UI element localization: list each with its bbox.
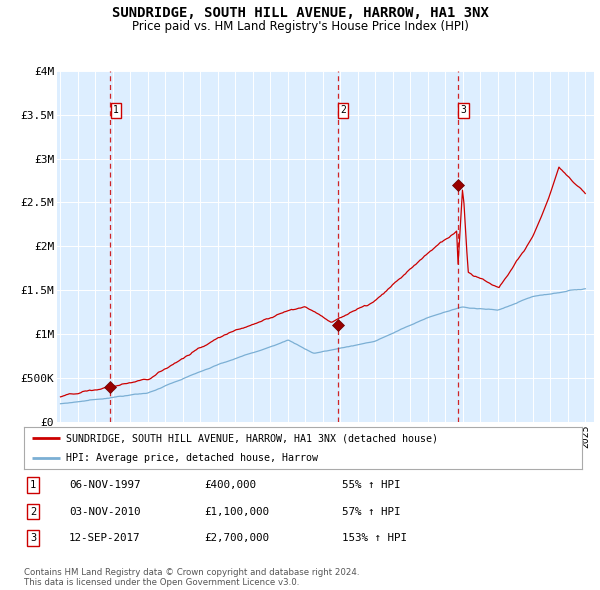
Text: 12-SEP-2017: 12-SEP-2017 [69, 533, 140, 543]
Text: £400,000: £400,000 [204, 480, 256, 490]
Text: £2,700,000: £2,700,000 [204, 533, 269, 543]
Text: 1: 1 [113, 105, 119, 115]
Text: 153% ↑ HPI: 153% ↑ HPI [342, 533, 407, 543]
Text: Contains HM Land Registry data © Crown copyright and database right 2024.: Contains HM Land Registry data © Crown c… [24, 568, 359, 577]
Text: This data is licensed under the Open Government Licence v3.0.: This data is licensed under the Open Gov… [24, 578, 299, 587]
Text: SUNDRIDGE, SOUTH HILL AVENUE, HARROW, HA1 3NX (detached house): SUNDRIDGE, SOUTH HILL AVENUE, HARROW, HA… [66, 433, 438, 443]
Text: 3: 3 [30, 533, 36, 543]
Text: 06-NOV-1997: 06-NOV-1997 [69, 480, 140, 490]
Text: 3: 3 [460, 105, 466, 115]
Text: HPI: Average price, detached house, Harrow: HPI: Average price, detached house, Harr… [66, 454, 318, 463]
Text: Price paid vs. HM Land Registry's House Price Index (HPI): Price paid vs. HM Land Registry's House … [131, 20, 469, 33]
Text: 2: 2 [340, 105, 346, 115]
Text: 2: 2 [30, 507, 36, 516]
Text: 55% ↑ HPI: 55% ↑ HPI [342, 480, 401, 490]
Text: 1: 1 [30, 480, 36, 490]
Text: 57% ↑ HPI: 57% ↑ HPI [342, 507, 401, 516]
Text: £1,100,000: £1,100,000 [204, 507, 269, 516]
Text: SUNDRIDGE, SOUTH HILL AVENUE, HARROW, HA1 3NX: SUNDRIDGE, SOUTH HILL AVENUE, HARROW, HA… [112, 6, 488, 20]
Text: 03-NOV-2010: 03-NOV-2010 [69, 507, 140, 516]
